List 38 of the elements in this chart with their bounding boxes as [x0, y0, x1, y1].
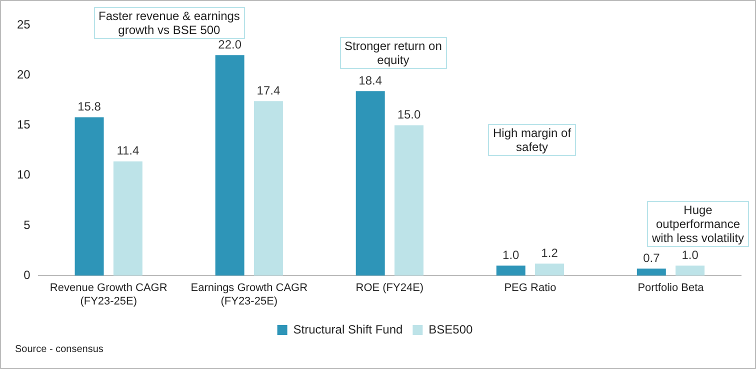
annotation: Stronger return on equity — [340, 37, 447, 69]
bar — [113, 161, 142, 276]
text: 11.4 — [116, 144, 140, 158]
text: 22.0 — [218, 37, 242, 52]
text: 17.4 — [256, 83, 280, 98]
text: 18.4 — [358, 73, 382, 88]
x-tick-label: Earnings Growth CAGR (FY23-25E) — [190, 282, 308, 308]
bar — [74, 117, 104, 276]
x-tick-label: PEG Ratio — [504, 282, 556, 294]
y-tick-label: 20 — [16, 67, 31, 82]
bar — [636, 268, 666, 276]
y-tick-label: 5 — [24, 218, 31, 232]
y-tick-label: 0 — [24, 268, 31, 282]
text: 0.7 — [643, 250, 660, 265]
text: 15.8 — [78, 100, 101, 114]
legend-label: BSE500 — [428, 322, 474, 336]
x-tick-label: Portfolio Beta — [638, 282, 705, 294]
bar — [394, 125, 424, 276]
y-tick-label: 25 — [16, 17, 31, 32]
annotation: High margin of safety — [488, 124, 576, 156]
text: 1.2 — [541, 246, 558, 260]
bar — [254, 101, 283, 276]
text: 1.0 — [682, 248, 698, 262]
annotation: Faster revenue & earnings growth vs BSE 500 — [94, 7, 245, 39]
annotation: Huge outperformance with less volatility — [647, 201, 750, 247]
source-note: Source - consensus — [15, 344, 104, 355]
y-tick-label: 10 — [16, 168, 31, 182]
bar — [356, 91, 385, 276]
legend-label: Structural Shift Fund — [293, 322, 403, 336]
text: 15.0 — [397, 108, 421, 122]
x-tick-label: Revenue Growth CAGR (FY23-25E) — [50, 282, 168, 308]
text: 1.0 — [502, 248, 520, 262]
y-tick-label: 15 — [16, 118, 31, 132]
bar — [535, 264, 564, 276]
bar — [676, 266, 705, 276]
bar — [215, 55, 244, 276]
bar — [496, 266, 526, 276]
x-tick-label: ROE (FY24E) — [356, 282, 424, 294]
